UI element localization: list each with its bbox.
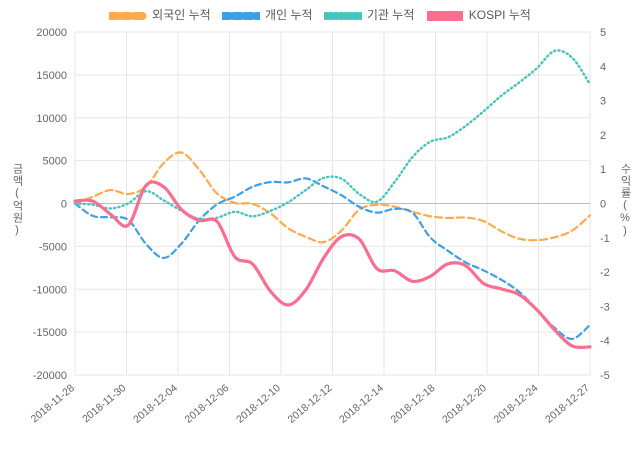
svg-text:2018-12-24: 2018-12-24 (492, 382, 541, 426)
svg-text:2018-12-12: 2018-12-12 (286, 382, 335, 426)
svg-text:-2: -2 (600, 267, 610, 279)
svg-text:-5: -5 (600, 370, 610, 382)
svg-text:3: 3 (600, 96, 606, 108)
svg-text:2018-12-10: 2018-12-10 (234, 382, 283, 426)
svg-text:-5000: -5000 (39, 241, 67, 253)
svg-text:2018-12-27: 2018-12-27 (543, 382, 592, 426)
svg-text:0: 0 (61, 199, 67, 211)
svg-text:-4: -4 (600, 336, 610, 348)
svg-text:-15000: -15000 (33, 327, 67, 339)
svg-text:-10000: -10000 (33, 284, 67, 296)
svg-text:15000: 15000 (36, 70, 67, 82)
svg-text:20000: 20000 (36, 27, 67, 39)
svg-text:2018-12-14: 2018-12-14 (337, 382, 386, 426)
svg-text:2018-12-04: 2018-12-04 (131, 382, 180, 426)
svg-text:2018-12-06: 2018-12-06 (183, 382, 232, 426)
svg-text:-20000: -20000 (33, 370, 67, 382)
svg-text:-3: -3 (600, 301, 610, 313)
svg-text:5000: 5000 (43, 156, 67, 168)
svg-text:2018-12-20: 2018-12-20 (440, 382, 489, 426)
svg-text:5: 5 (600, 27, 606, 39)
svg-text:2018-11-28: 2018-11-28 (29, 382, 77, 425)
svg-text:0: 0 (600, 199, 606, 211)
svg-text:2018-12-18: 2018-12-18 (389, 382, 438, 426)
svg-text:-1: -1 (600, 233, 610, 245)
svg-text:10000: 10000 (36, 113, 67, 125)
svg-text:4: 4 (600, 61, 606, 73)
svg-text:2: 2 (600, 130, 606, 142)
svg-text:1: 1 (600, 164, 606, 176)
svg-text:2018-11-30: 2018-11-30 (80, 382, 128, 425)
